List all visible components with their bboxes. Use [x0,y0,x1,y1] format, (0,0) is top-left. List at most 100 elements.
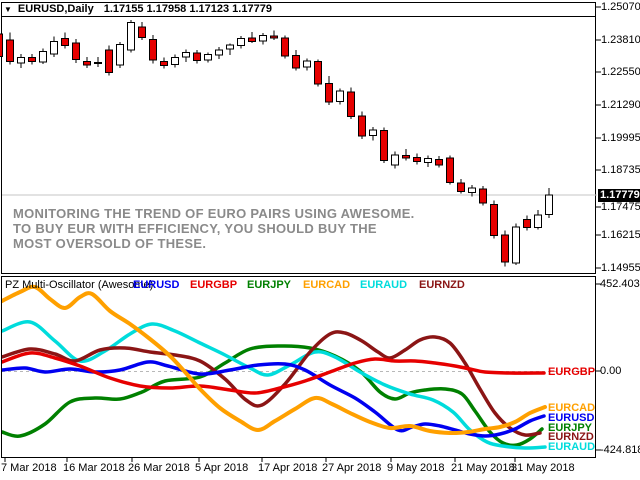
candle-bear [292,55,300,69]
candle-bull [39,51,47,63]
annotation-text: MONITORING THE TREND OF EURO PAIRS USING… [13,206,415,251]
date-axis-label: 31 May 2018 [511,462,575,474]
oscillator-scale-min: -424.8181 [600,444,640,456]
candle-bear [28,56,36,62]
price-axis-label: 1.14955 [601,262,640,274]
date-axis-label: 7 Mar 2018 [1,462,57,474]
candle-bear [358,115,366,137]
candle-bear [490,203,498,237]
candle-bear [380,129,388,162]
candle-bear [435,158,443,166]
candle-bear [138,26,146,38]
candle-bear [325,83,333,103]
candles [0,19,553,267]
candle-bear [270,35,278,39]
candle-bear [314,61,322,85]
oscillator-scale-max: 452.4031 [600,278,640,290]
candle-bull [116,44,124,66]
series-EURCAD-line [2,284,547,436]
legend-eurgbp: EURGBP [190,279,238,291]
candle-bull [50,40,58,55]
chart-ohlc-values: 1.17155 1.17958 1.17123 1.17779 [103,3,272,15]
candle-bull [127,22,135,51]
candle-bull [259,34,267,42]
price-axis-label: 1.21290 [601,99,640,111]
series-EURUSD-line [2,360,546,438]
oscillator-scale-zero: 0.00 [600,365,622,377]
oscillator-panel[interactable] [1,276,596,458]
line-label-eurgbp: EURGBP [548,366,596,378]
legend-eurjpy: EURJPY [247,279,292,291]
candle-bear [83,60,91,66]
price-axis-label: 1.25070 [601,1,640,13]
legend-euraud: EURAUD [360,279,408,291]
candle-bull [424,158,432,164]
current-price-tag: 1.17779 [598,189,640,202]
candle-bear [72,42,80,61]
candle-bull [171,57,179,66]
candle-bear [446,157,454,183]
candle-bear [523,218,531,229]
candle-bull [237,38,245,47]
candle-bear [6,39,14,63]
price-axis-label: 1.18735 [601,164,640,176]
chart-dropdown-icon[interactable]: ▼ [4,4,12,14]
candle-bull [369,129,377,137]
candle-bull [215,49,223,56]
candle-bear [61,38,69,47]
candle-bear [479,188,487,204]
oscillator-lines [2,284,596,450]
candle-bear [149,39,157,61]
price-axis-label: 1.22550 [601,66,640,78]
date-axis-label: 27 Apr 2018 [322,462,382,474]
series-EURAUD-line [2,320,547,450]
candle-bear [402,155,410,159]
line-label-eurcad: EURCAD [548,402,596,414]
candle-bear [160,60,168,66]
candle-bear [501,234,509,263]
date-axis-label: 16 Mar 2018 [63,462,125,474]
oscillator-title: PZ Multi-Oscillator (Awesome) [5,279,154,291]
candle-bull [391,154,399,166]
candle-bull [226,44,234,50]
price-axis-label: 1.19995 [601,132,640,144]
date-axis-label: 26 Mar 2018 [128,462,190,474]
chart-title-bar[interactable]: ▼ EURUSD,Daily 1.17155 1.17958 1.17123 1… [4,3,272,15]
price-axis-label: 1.17475 [601,201,640,213]
candle-bear [413,157,421,163]
series-EURGBP-line [2,351,546,395]
line-label-eurjpy: EURJPY [548,422,593,434]
legend-eurnzd: EURNZD [419,279,465,291]
legend-eurusd: EURUSD [133,279,180,291]
price-axis-label: 1.23810 [601,34,640,46]
candle-bear [193,52,201,62]
candle-bull [336,90,344,102]
candle-bull [204,54,212,61]
axis-ticks [4,6,601,462]
date-axis-label: 17 Apr 2018 [258,462,318,474]
candle-bull [17,56,25,64]
candle-bear [0,33,3,57]
candle-bear [347,91,355,118]
line-label-euraud: EURAUD [548,441,596,453]
chart-symbol-period: EURUSD,Daily [17,3,94,15]
date-axis-label: 9 May 2018 [387,462,445,474]
candle-bear [105,49,113,73]
price-axis-label: 1.16215 [601,229,640,241]
date-axis-label: 21 May 2018 [451,462,515,474]
line-label-eurusd: EURUSD [548,412,595,424]
candle-bear [281,37,289,57]
candle-bear [248,37,256,42]
candle-bull [545,194,553,215]
legend-eurcad: EURCAD [303,279,351,291]
candle-bull [468,187,476,193]
candle-bear [457,182,465,193]
candle-bull [512,226,520,264]
candle-bull [303,60,311,68]
title-separator [1,16,596,17]
main-chart-panel[interactable] [1,2,596,274]
line-label-eurnzd: EURNZD [548,431,594,443]
candle-bull [534,214,542,228]
